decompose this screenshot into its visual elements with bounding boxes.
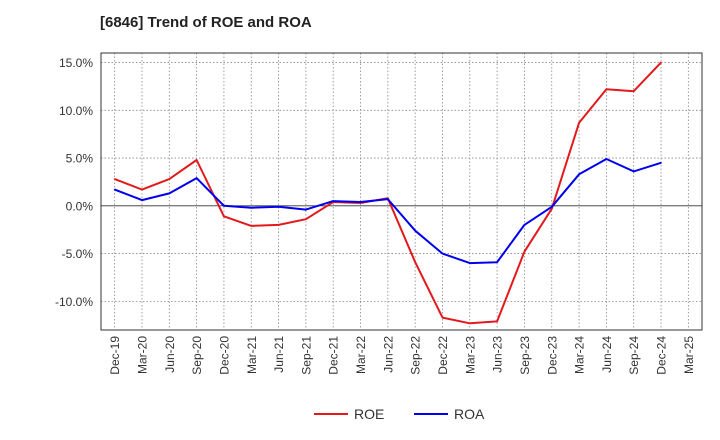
- x-tick-label: Mar-21: [245, 336, 259, 374]
- data-point-roa: [113, 188, 116, 191]
- data-point-roe: [605, 88, 608, 91]
- data-point-roa: [305, 208, 307, 211]
- data-point-roa: [632, 170, 635, 173]
- x-tick-label: Mar-23: [463, 336, 477, 374]
- x-tick-label: Dec-20: [217, 336, 231, 375]
- x-tick-label: Mar-20: [135, 336, 149, 374]
- x-tick-label: Dec-22: [436, 336, 450, 375]
- x-tick-label: Jun-20: [163, 336, 177, 373]
- data-point-roe: [305, 218, 307, 220]
- data-point-roa: [250, 206, 253, 209]
- data-point-roa: [496, 261, 498, 263]
- plot-area: [101, 53, 702, 330]
- data-point-roe: [632, 90, 635, 93]
- y-tick-label: -5.0%: [62, 247, 94, 261]
- legend-label-roe: ROE: [354, 406, 384, 422]
- data-point-roa: [387, 198, 389, 200]
- data-point-roe: [113, 178, 116, 180]
- legend-label-roa: ROA: [454, 406, 485, 422]
- x-tick-label: Dec-24: [655, 336, 669, 375]
- y-tick-label: 10.0%: [59, 104, 93, 118]
- data-point-roa: [550, 205, 553, 208]
- x-tick-label: Sep-23: [518, 336, 532, 375]
- data-point-roa: [332, 200, 335, 202]
- y-tick-label: -10.0%: [55, 295, 93, 309]
- x-tick-label: Mar-24: [573, 336, 587, 374]
- data-point-roe: [441, 316, 444, 319]
- x-tick-label: Sep-22: [409, 336, 423, 375]
- data-point-roa: [441, 252, 444, 255]
- data-point-roe: [141, 188, 143, 191]
- x-tick-label: Dec-19: [108, 336, 122, 375]
- x-tick-label: Jun-24: [600, 336, 614, 373]
- data-point-roa: [195, 177, 198, 179]
- data-point-roa: [414, 229, 416, 232]
- data-point-roa: [578, 173, 580, 176]
- x-tick-label: Dec-21: [327, 336, 341, 375]
- data-point-roa: [660, 162, 662, 164]
- x-tick-label: Sep-24: [627, 336, 641, 375]
- data-point-roa: [523, 224, 526, 226]
- x-tick-label: Jun-21: [272, 336, 286, 373]
- data-point-roa: [223, 205, 225, 207]
- data-point-roe: [578, 121, 580, 124]
- x-tick-label: Mar-25: [682, 336, 696, 374]
- y-tick-label: 15.0%: [59, 56, 93, 70]
- data-point-roe: [223, 215, 225, 218]
- y-tick-label: 5.0%: [66, 152, 94, 166]
- y-tick-label: 0.0%: [66, 199, 94, 213]
- data-point-roe: [168, 178, 171, 180]
- data-point-roe: [523, 250, 526, 253]
- data-point-roe: [277, 224, 280, 226]
- data-point-roa: [468, 262, 471, 264]
- chart-title: [6846] Trend of ROE and ROA: [100, 14, 312, 31]
- data-point-roe: [496, 320, 498, 323]
- x-tick-label: Sep-21: [299, 336, 313, 375]
- data-point-roe: [468, 322, 471, 325]
- plot-border: [100, 52, 703, 331]
- x-tick-label: Jun-23: [491, 336, 505, 373]
- data-point-roa: [359, 201, 362, 203]
- x-tick-label: Mar-22: [354, 336, 368, 374]
- x-tick-label: Dec-23: [545, 336, 559, 375]
- x-tick-label: Sep-20: [190, 336, 204, 375]
- data-point-roa: [168, 192, 171, 195]
- data-point-roa: [277, 205, 280, 208]
- data-point-roa: [141, 199, 143, 201]
- data-point-roe: [660, 61, 662, 64]
- x-tick-label: Jun-22: [381, 336, 395, 373]
- data-point-roe: [250, 225, 253, 227]
- data-point-roe: [195, 159, 198, 161]
- data-point-roe: [414, 261, 416, 263]
- data-point-roa: [605, 158, 608, 160]
